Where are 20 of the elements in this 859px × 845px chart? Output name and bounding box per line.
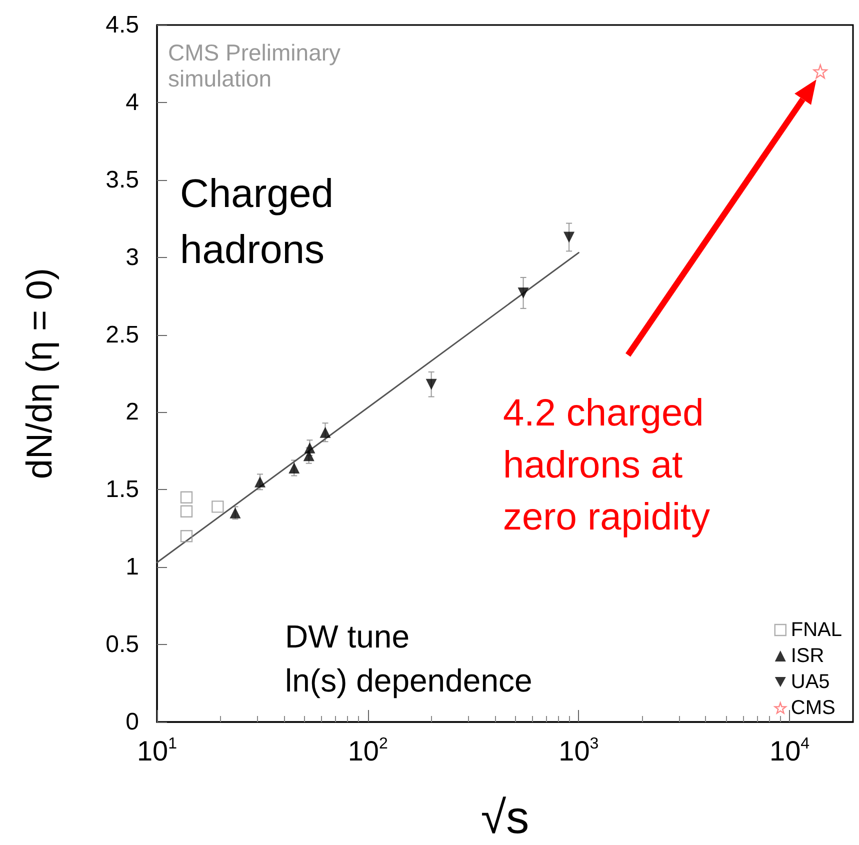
y-tick-label: 1.5 — [106, 476, 139, 504]
y-tick-label: 2 — [126, 398, 139, 426]
y-tick-label: 3 — [126, 244, 139, 271]
legend-label: FNAL — [790, 619, 842, 641]
annotation: Charged hadrons — [180, 172, 334, 272]
y-tick-label: 1 — [126, 554, 139, 581]
y-tick-label: 0 — [126, 708, 139, 736]
y-tick-label: 0.5 — [106, 631, 139, 658]
y-tick-label: 4.5 — [106, 12, 139, 38]
annotation: DW tune ln(s) dependence — [285, 618, 532, 699]
y-tick-label: 3.5 — [106, 166, 139, 194]
annotation: 4.2 charged hadrons at zero rapidity — [503, 392, 710, 538]
legend-label: ISR — [790, 645, 824, 667]
y-axis-title: dN/dη (η = 0) — [18, 268, 60, 480]
annotation: CMS Preliminary simulation — [168, 39, 342, 92]
legend-label: CMS — [790, 697, 836, 719]
y-tick-label: 4 — [126, 88, 139, 116]
y-tick-label: 2.5 — [106, 321, 139, 348]
legend-label: UA5 — [790, 671, 830, 693]
x-axis-title: √s — [480, 791, 530, 843]
